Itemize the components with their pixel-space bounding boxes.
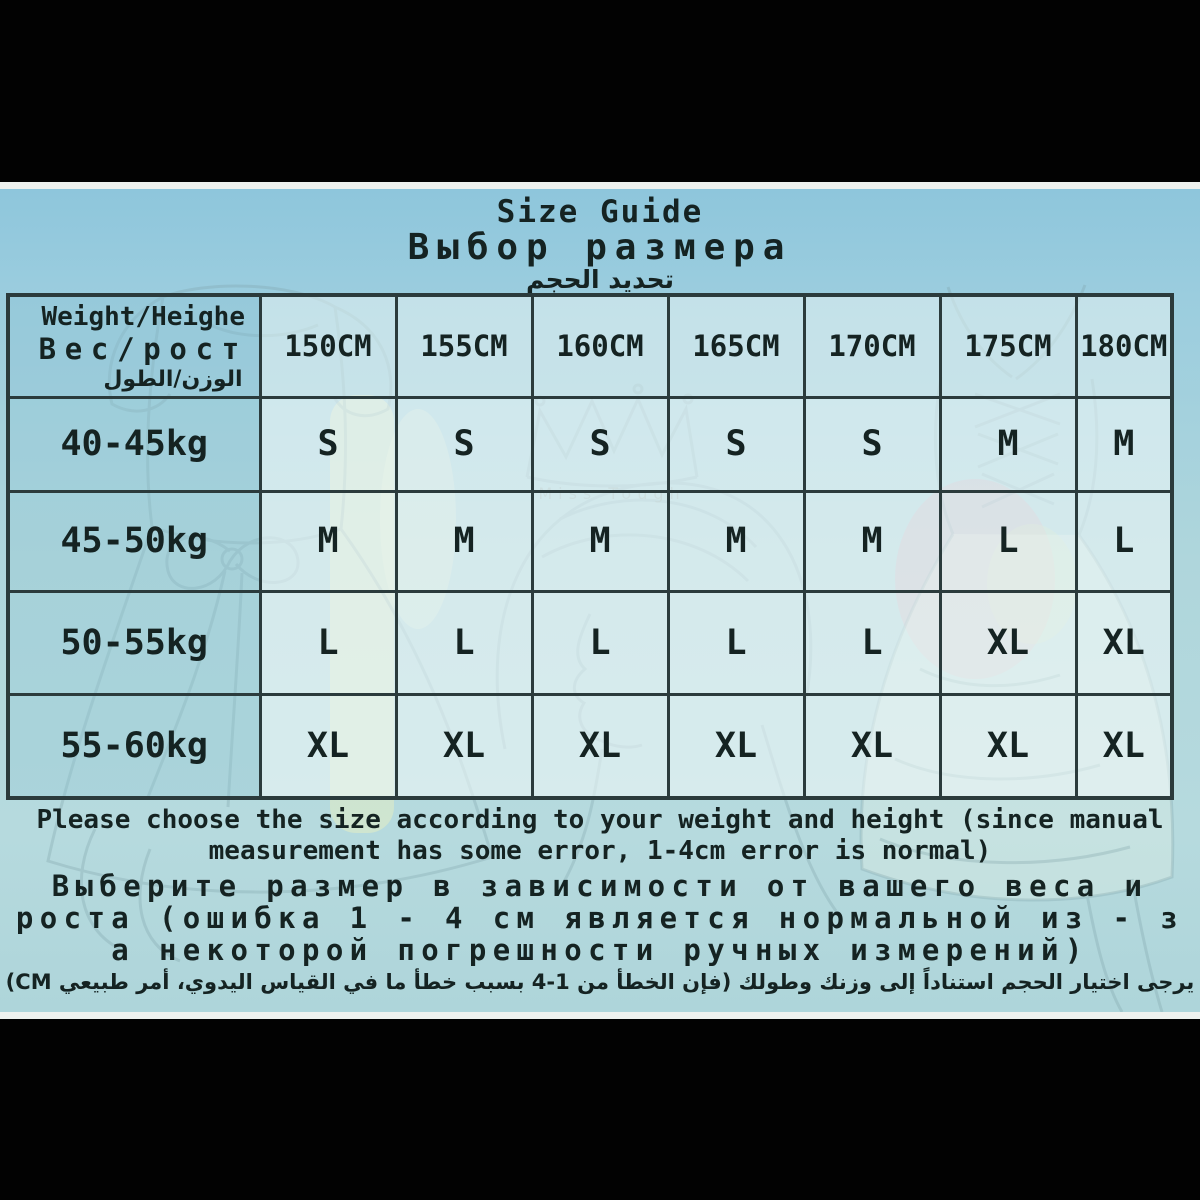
footer-russian-line1: Выберите размер в зависимости от вашего … — [51, 869, 1149, 903]
size-cell: S — [802, 395, 942, 493]
size-cell: L — [802, 589, 942, 696]
size-cell: M — [802, 489, 942, 593]
size-cell: S — [258, 395, 398, 493]
size-cell: S — [666, 395, 806, 493]
size-cell: L — [938, 489, 1078, 593]
footer-russian: Выберите размер в зависимости от вашего … — [0, 867, 1200, 966]
column-header-175cm: 175CM — [938, 293, 1078, 399]
footer-russian-line3: а некоторой погрешности ручных измерений… — [111, 933, 1089, 967]
size-cell: M — [938, 395, 1078, 493]
title-english: Size Guide — [496, 194, 704, 230]
column-header-180cm: 180CM — [1074, 293, 1174, 399]
column-header-150cm: 150CM — [258, 293, 398, 399]
size-cell: M — [394, 489, 534, 593]
size-cell: XL — [530, 692, 670, 800]
corner-cell: Weight/Heighe Вес/рост الوزن/الطول — [6, 293, 262, 399]
size-cell: L — [258, 589, 398, 696]
size-cell: L — [666, 589, 806, 696]
size-cell: XL — [1074, 692, 1174, 800]
table-row: 40-45kg S S S S S M M — [6, 395, 1174, 493]
size-cell: M — [530, 489, 670, 593]
table-row: 45-50kg M M M M M L L — [6, 489, 1174, 593]
size-cell: XL — [938, 692, 1078, 800]
size-cell: M — [666, 489, 806, 593]
size-table: Weight/Heighe Вес/рост الوزن/الطول 150CM… — [6, 293, 1174, 800]
size-cell: XL — [666, 692, 806, 800]
size-guide-panel: Miss Tough Size Guide Выбор размера تحدي… — [0, 182, 1200, 1019]
table-row: 55-60kg XL XL XL XL XL XL XL — [6, 692, 1174, 800]
title-russian: Выбор размера — [407, 227, 793, 268]
footer-english: Please choose the size according to your… — [0, 800, 1200, 867]
size-cell: L — [530, 589, 670, 696]
corner-label-ar: الوزن/الطول — [103, 367, 243, 393]
size-cell: XL — [394, 692, 534, 800]
size-cell: S — [530, 395, 670, 493]
size-cell: XL — [802, 692, 942, 800]
corner-label-en: Weight/Heighe — [41, 302, 246, 333]
table-row: 50-55kg L L L L L XL XL — [6, 589, 1174, 696]
column-header-160cm: 160CM — [530, 293, 670, 399]
header-row: Weight/Heighe Вес/рост الوزن/الطول 150CM… — [6, 293, 1174, 399]
footer-notes: Please choose the size according to your… — [0, 800, 1200, 996]
size-cell: M — [1074, 395, 1174, 493]
size-cell: XL — [258, 692, 398, 800]
column-header-155cm: 155CM — [394, 293, 534, 399]
title-arabic: تحديد الحجم — [526, 265, 674, 294]
weight-label: 50-55kg — [6, 589, 262, 696]
footer-russian-line2: роста (ошибка 1 - 4 см является нормальн… — [15, 901, 1185, 935]
size-cell: M — [258, 489, 398, 593]
size-cell: L — [394, 589, 534, 696]
size-cell: S — [394, 395, 534, 493]
size-cell: XL — [938, 589, 1078, 696]
footer-english-line1: Please choose the size according to your… — [36, 805, 1164, 835]
weight-label: 40-45kg — [6, 395, 262, 493]
footer-arabic: يرجى اختيار الحجم استناداً إلى وزنك وطول… — [5, 970, 1195, 994]
title-block: Size Guide Выбор размера تحديد الحجم — [0, 189, 1200, 293]
size-cell: L — [1074, 489, 1174, 593]
corner-label-ru: Вес/рост — [38, 332, 248, 367]
column-header-170cm: 170CM — [802, 293, 942, 399]
weight-label: 55-60kg — [6, 692, 262, 800]
weight-label: 45-50kg — [6, 489, 262, 593]
size-cell: XL — [1074, 589, 1174, 696]
footer-english-line2: measurement has some error, 1-4cm error … — [208, 836, 992, 866]
column-header-165cm: 165CM — [666, 293, 806, 399]
